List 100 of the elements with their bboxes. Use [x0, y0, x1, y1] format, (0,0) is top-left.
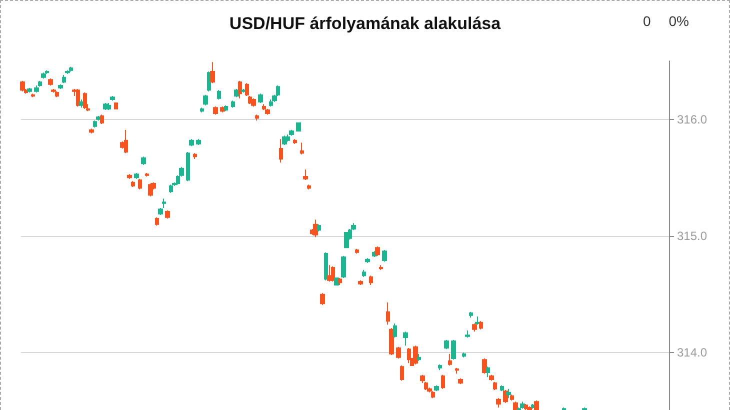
candlestick — [482, 358, 487, 374]
candlestick — [107, 102, 111, 110]
candlestick — [210, 62, 215, 84]
candlestick — [431, 390, 435, 399]
candlestick — [51, 88, 56, 93]
candlestick — [79, 99, 84, 108]
candlestick — [396, 346, 401, 359]
candlestick — [300, 142, 304, 155]
candlestick — [41, 72, 46, 79]
candlestick — [496, 398, 501, 408]
candlestick — [265, 108, 270, 116]
candlestick — [444, 339, 449, 350]
candlestick — [506, 388, 511, 399]
candlestick — [534, 400, 539, 410]
candlestick — [313, 219, 318, 238]
candlestick — [114, 102, 118, 110]
candlestick — [186, 152, 190, 182]
y-tick-label: 315.0 — [677, 229, 708, 243]
candlestick — [582, 407, 587, 410]
candlestick — [465, 330, 470, 338]
candlestick — [220, 106, 225, 113]
candlestick — [131, 180, 135, 188]
candlestick — [155, 216, 159, 226]
candlestick — [231, 100, 235, 108]
candlestick — [89, 128, 94, 134]
candlestick — [327, 264, 332, 282]
candlestick — [241, 88, 246, 93]
candlestick — [100, 114, 104, 124]
chart-title: USD/HUF árfolyamának alakulása — [229, 14, 502, 33]
candlestick — [338, 278, 342, 286]
candlestick — [203, 94, 208, 106]
candlestick — [76, 88, 80, 107]
candlestick — [475, 316, 480, 326]
candlestick — [62, 74, 66, 84]
candlestick — [527, 406, 532, 410]
candlestick — [486, 366, 490, 378]
candlestick — [293, 138, 297, 144]
candlestick — [341, 255, 346, 278]
candlestick — [403, 331, 408, 346]
candlestick — [69, 66, 73, 72]
candlestick — [65, 70, 70, 74]
candlestick — [344, 232, 349, 248]
candlestick — [303, 169, 308, 180]
candlestick — [196, 138, 201, 146]
candlestick — [217, 90, 221, 100]
candlestick — [138, 178, 142, 190]
candlestick — [110, 96, 115, 102]
candlestick — [20, 80, 25, 92]
candlestick — [472, 323, 477, 332]
candlestick — [141, 156, 146, 166]
candlestick — [331, 266, 335, 282]
candlestick — [489, 374, 494, 382]
candlestick — [31, 93, 35, 98]
candlestick — [93, 120, 97, 128]
candlestick — [362, 269, 366, 278]
candlestick — [317, 224, 321, 232]
candlestick — [417, 353, 421, 362]
candlestick — [286, 134, 290, 142]
candlestick — [469, 311, 473, 318]
candlestick — [438, 364, 442, 371]
candlestick — [369, 275, 373, 286]
candlestick — [458, 378, 463, 385]
candlestick — [45, 70, 49, 74]
candlestick — [55, 90, 59, 98]
candlestick — [334, 278, 339, 286]
text: 0 — [643, 13, 651, 29]
y-tick-label: 314.0 — [677, 346, 708, 360]
candlestick — [320, 292, 325, 306]
candlestick — [375, 246, 380, 256]
candlestick — [441, 374, 445, 390]
candlestick — [389, 328, 394, 356]
candlestick — [162, 198, 166, 208]
candlestick — [493, 381, 497, 390]
candlestick — [251, 98, 256, 107]
candlestick — [169, 184, 173, 194]
candlestick — [407, 348, 411, 364]
y-tick-label: 316.0 — [677, 112, 708, 126]
candlestick — [34, 85, 39, 93]
candlestick — [255, 114, 259, 121]
candlestick — [386, 302, 390, 326]
candlestick — [455, 367, 459, 374]
candlestick — [448, 353, 452, 366]
candlestick — [165, 210, 170, 219]
candlestick — [213, 106, 218, 116]
candlestick — [434, 384, 439, 392]
candlestick — [282, 135, 287, 146]
candlestick — [189, 138, 194, 147]
candlestick — [562, 407, 566, 410]
candlestick — [234, 88, 239, 98]
candlestick — [524, 404, 528, 410]
candlestick — [127, 174, 132, 180]
candlestick — [393, 323, 397, 338]
candlestick — [510, 394, 514, 401]
candlestick — [379, 264, 383, 270]
candlestick — [103, 102, 108, 110]
candlestick — [462, 352, 466, 358]
candlestick — [479, 320, 483, 330]
candlestick — [193, 152, 197, 160]
candlestick — [307, 184, 311, 190]
candlestick — [58, 84, 63, 90]
